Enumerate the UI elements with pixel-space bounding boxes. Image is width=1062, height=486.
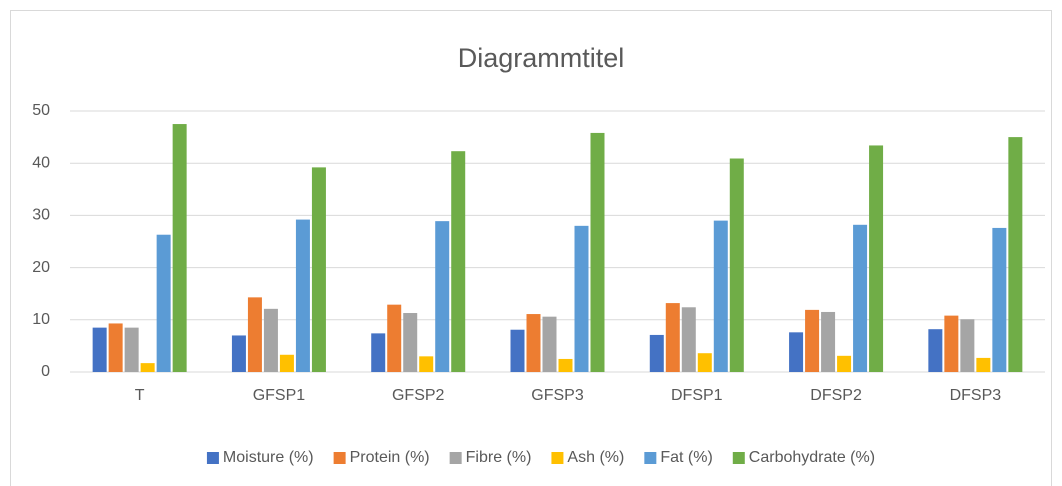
bar: [435, 221, 450, 372]
bar: [124, 327, 139, 372]
x-tick-label: DFSP2: [810, 387, 862, 404]
x-tick-label: GFSP3: [531, 387, 584, 404]
bar: [837, 355, 852, 372]
chart-title: Diagrammtitel: [458, 43, 625, 73]
bar: [295, 219, 310, 372]
bar: [231, 335, 246, 372]
bar: [805, 309, 820, 372]
bar: [558, 358, 573, 372]
legend-swatch: [551, 452, 564, 464]
legend-label: Moisture (%): [223, 449, 314, 466]
bar: [665, 303, 680, 372]
bar: [542, 316, 557, 372]
bar: [156, 234, 171, 372]
x-tick-label: DFSP1: [671, 387, 723, 404]
bar: [713, 220, 728, 372]
bar: [451, 151, 466, 372]
legend-label: Fibre (%): [466, 449, 532, 466]
chart-border: [10, 10, 1052, 486]
x-tick-label: T: [135, 387, 145, 404]
bar: [279, 354, 294, 372]
bar: [387, 304, 402, 372]
bar: [172, 124, 187, 372]
y-tick-label: 0: [41, 363, 50, 380]
y-tick-label: 50: [32, 102, 50, 119]
bar: [944, 315, 959, 372]
bar: [976, 357, 991, 372]
bar: [403, 313, 418, 372]
legend-swatch: [449, 452, 462, 464]
bar: [419, 356, 434, 372]
bar: [821, 311, 836, 372]
bar: [574, 225, 589, 372]
legend-swatch: [644, 452, 657, 464]
bar: [853, 224, 868, 372]
bar: [992, 227, 1007, 372]
legend-swatch: [206, 452, 219, 464]
bar: [92, 327, 107, 372]
y-tick-label: 40: [32, 154, 50, 171]
bar: [649, 334, 664, 372]
x-tick-label: GFSP1: [253, 387, 306, 404]
bar: [371, 333, 386, 372]
legend-swatch: [333, 452, 346, 464]
bar: [247, 297, 262, 372]
bar: [729, 158, 744, 372]
bar: [869, 145, 884, 372]
bar: [697, 353, 712, 372]
bar: [510, 329, 525, 372]
bar: [1008, 137, 1023, 372]
bar: [590, 132, 605, 372]
bar: [108, 323, 123, 372]
legend-label: Carbohydrate (%): [749, 449, 875, 466]
bar: [526, 314, 541, 372]
x-tick-label: GFSP2: [392, 387, 445, 404]
bar: [263, 308, 278, 372]
legend-label: Protein (%): [350, 449, 430, 466]
bar: [928, 329, 943, 372]
legend-label: Ash (%): [567, 449, 624, 466]
legend-label: Fat (%): [660, 449, 712, 466]
y-tick-label: 30: [32, 207, 50, 224]
legend-swatch: [732, 452, 745, 464]
bar: [311, 167, 326, 372]
y-tick-label: 10: [32, 311, 50, 328]
x-tick-label: DFSP3: [950, 387, 1002, 404]
bar: [960, 319, 975, 372]
bar: [681, 307, 696, 372]
bar: [789, 332, 804, 372]
y-tick-label: 20: [32, 259, 50, 276]
bar: [140, 363, 155, 372]
